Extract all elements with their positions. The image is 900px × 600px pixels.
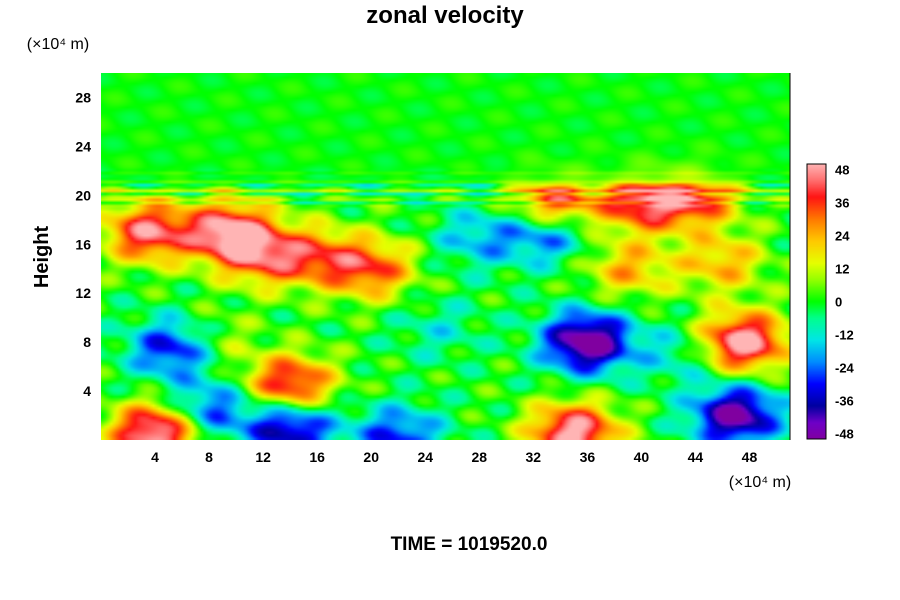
x-tick-label: 36 xyxy=(580,449,596,465)
chart-title: zonal velocity xyxy=(366,2,524,29)
x-tick-label: 12 xyxy=(255,449,271,465)
y-tick-label: 28 xyxy=(75,89,91,105)
time-label: TIME = 1019520.0 xyxy=(391,534,548,555)
colorbar-tick-label: -48 xyxy=(835,427,854,442)
y-tick-label: 20 xyxy=(75,187,91,203)
x-tick-label: 16 xyxy=(309,449,325,465)
y-tick-label: 12 xyxy=(75,285,91,301)
x-axis-ticks: 4 8 12 16 20 24 28 32 36 40 44 48 xyxy=(151,449,757,465)
y-tick-label: 8 xyxy=(83,334,91,350)
colorbar-tick-label: -24 xyxy=(835,361,855,376)
x-tick-label: 4 xyxy=(151,449,159,465)
y-axis-label: Height xyxy=(31,226,53,289)
x-tick-label: 24 xyxy=(417,449,433,465)
colorbar-tick-label: 12 xyxy=(835,262,849,277)
x-tick-label: 44 xyxy=(688,449,704,465)
colorbar xyxy=(807,164,826,439)
x-tick-label: 48 xyxy=(742,449,758,465)
colorbar-tick-label: -12 xyxy=(835,328,854,343)
x-tick-label: 8 xyxy=(205,449,213,465)
y-tick-label: 16 xyxy=(75,236,91,252)
x-axis-unit: (×10⁴ m) xyxy=(729,474,791,491)
y-axis-ticks: 4 8 12 16 20 24 28 xyxy=(75,89,91,399)
colorbar-tick-label: 48 xyxy=(835,163,849,178)
y-tick-label: 24 xyxy=(75,138,91,154)
colorbar-tick-label: 0 xyxy=(835,295,842,310)
x-tick-label: 28 xyxy=(471,449,487,465)
y-axis-unit: (×10⁴ m) xyxy=(27,36,89,53)
colorbar-ticks: 48 36 24 12 0 -12 -24 -36 -48 xyxy=(835,163,855,442)
velocity-field xyxy=(101,73,790,440)
colorbar-tick-label: -36 xyxy=(835,394,854,409)
x-tick-label: 32 xyxy=(526,449,542,465)
x-tick-label: 20 xyxy=(363,449,379,465)
colorbar-tick-label: 24 xyxy=(835,229,850,244)
y-tick-label: 4 xyxy=(83,383,91,399)
x-tick-label: 40 xyxy=(634,449,650,465)
colorbar-tick-label: 36 xyxy=(835,196,849,211)
colorbar-frame xyxy=(806,163,827,440)
